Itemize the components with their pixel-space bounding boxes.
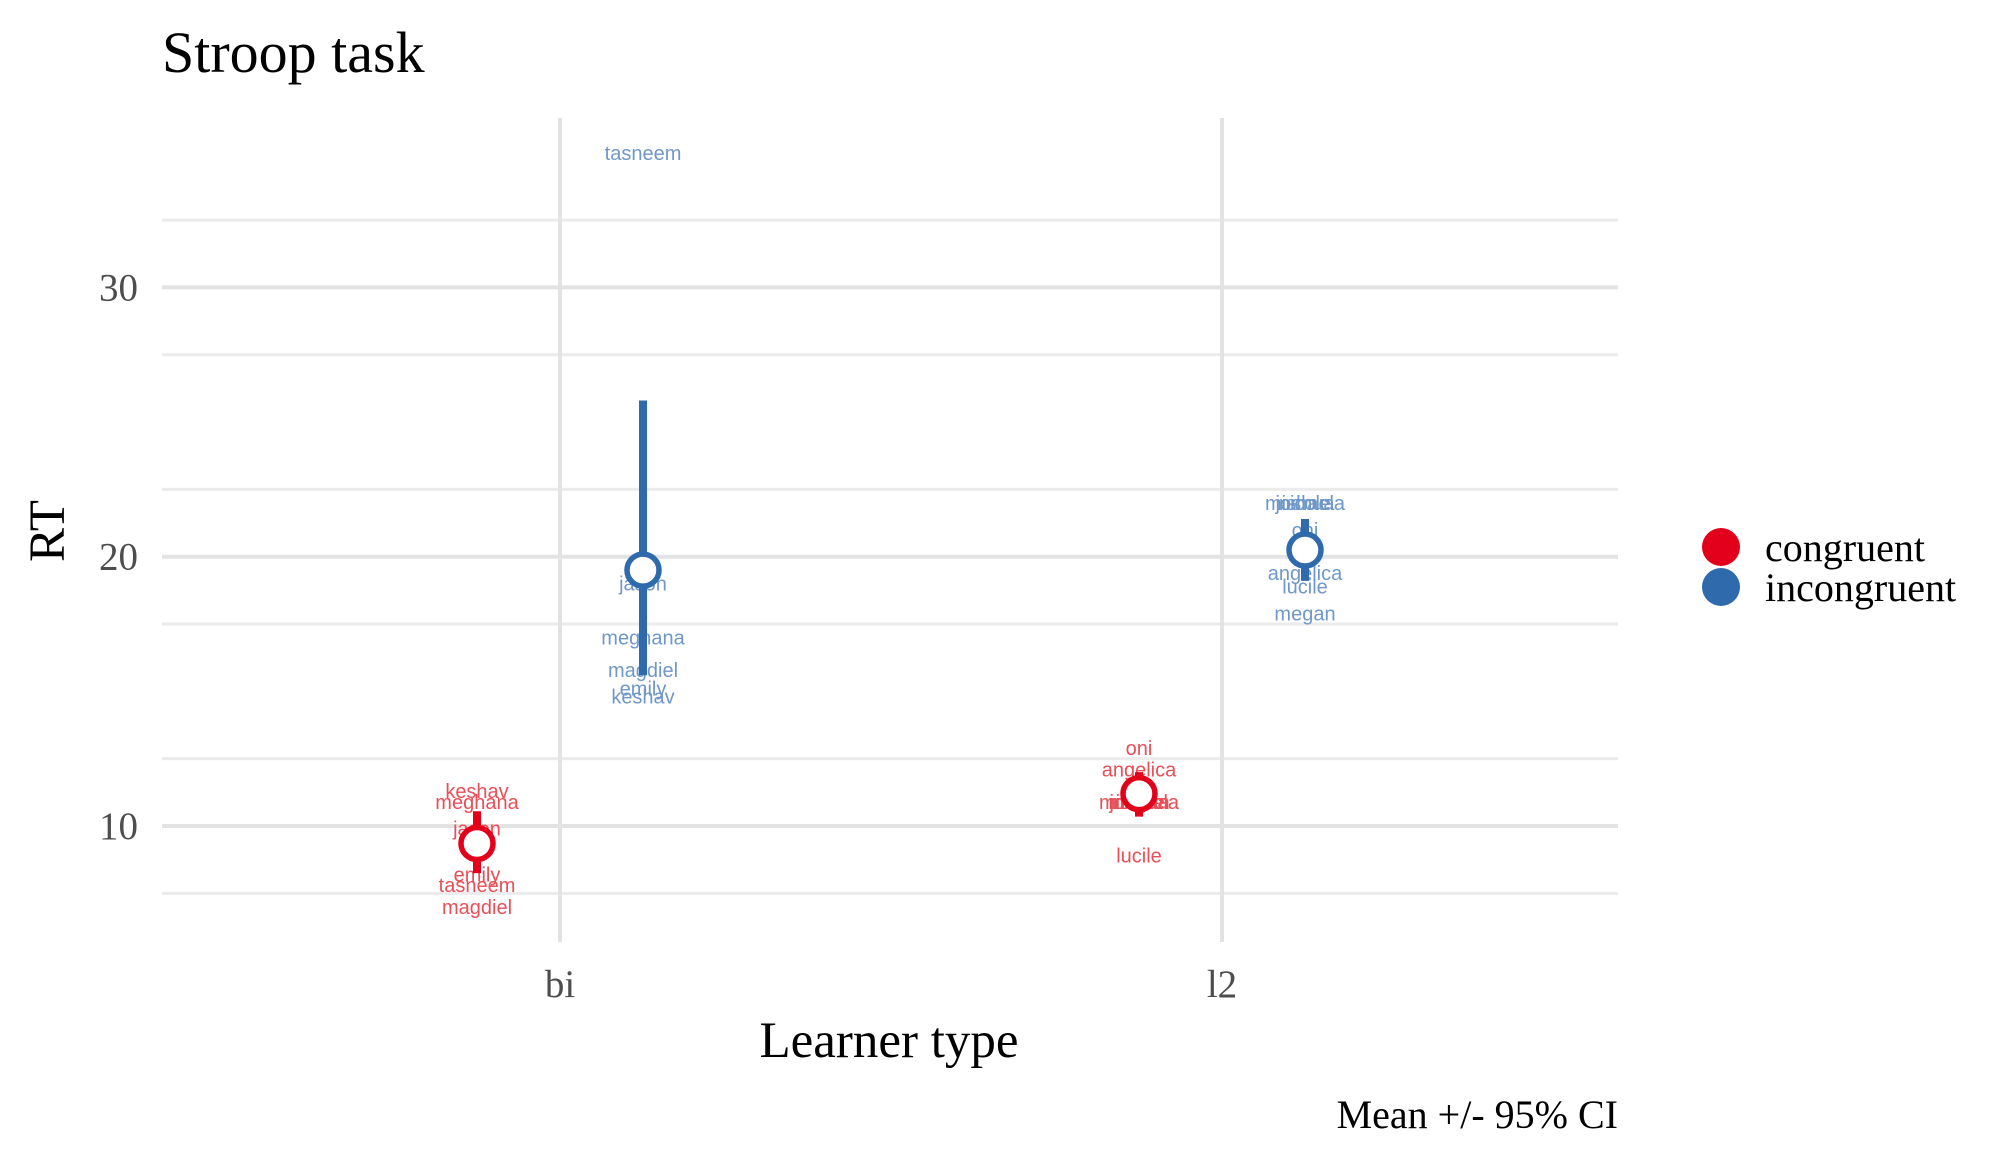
chart-caption: Mean +/- 95% CI	[1337, 1092, 1618, 1137]
participant-label: tasneem	[439, 875, 516, 897]
participant-label: joshua	[1275, 493, 1336, 515]
legend-label-incongruent: incongruent	[1765, 565, 1956, 610]
participant-label: emily	[454, 864, 501, 886]
participant-label: angelica	[1102, 759, 1177, 781]
mean-point	[1120, 774, 1158, 813]
participant-label: emily	[620, 679, 667, 701]
y-axis-label: RT	[20, 500, 76, 562]
summary-points	[458, 400, 1324, 874]
y-tick-label: 20	[99, 536, 138, 579]
legend-label-congruent: congruent	[1765, 525, 1925, 570]
legend-swatch-congruent	[1702, 528, 1740, 566]
participant-label: mishaela	[1265, 493, 1346, 515]
participant-label: lucile	[1282, 576, 1328, 598]
x-tick-label: l2	[1207, 963, 1237, 1006]
participant-label: megan	[1274, 603, 1335, 625]
participant-label: oni	[1126, 738, 1153, 760]
x-axis-ticks: bi l2	[545, 963, 1237, 1006]
participant-label: keshav	[611, 687, 674, 709]
mean-point	[458, 824, 496, 863]
participant-label: meghana	[435, 792, 519, 814]
participant-label: lucile	[1116, 846, 1162, 868]
participant-label: tasneem	[605, 143, 682, 165]
grid-lines	[162, 118, 1618, 942]
participant-label: nicole	[1279, 493, 1331, 515]
chart-title: Stroop task	[162, 20, 425, 85]
y-tick-label: 30	[99, 266, 138, 309]
participant-label: magdiel	[442, 897, 512, 919]
participant-labels: keshavmeghanajasonemilytasneemmagdieloni…	[435, 143, 1346, 919]
y-axis-ticks: 10 20 30	[99, 266, 138, 848]
legend-swatch-incongruent	[1702, 568, 1740, 606]
y-tick-label: 10	[99, 805, 138, 848]
mean-point	[624, 551, 662, 589]
participant-label: keshav	[445, 781, 508, 803]
x-tick-label: bi	[545, 963, 576, 1006]
x-axis-label: Learner type	[759, 1013, 1018, 1069]
mean-point	[1286, 531, 1324, 569]
legend: congruent incongruent	[1702, 525, 1956, 610]
